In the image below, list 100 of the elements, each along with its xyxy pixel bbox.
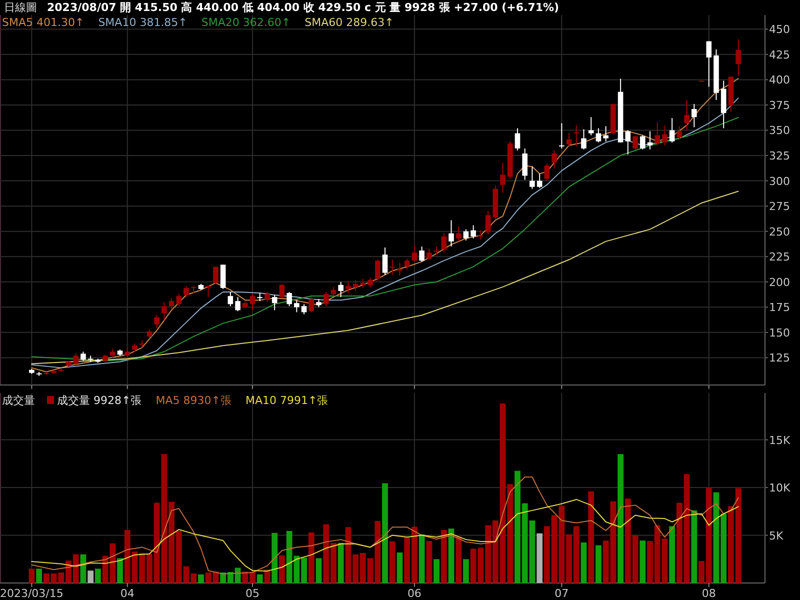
y-tick-label: 175 (769, 301, 790, 314)
candlestick (448, 220, 454, 248)
bar (28, 568, 35, 583)
candlestick (456, 226, 462, 242)
y-tick-label: 5K (769, 529, 784, 542)
candlestick (736, 38, 741, 76)
candlestick (478, 230, 484, 240)
x-tick-label: 04 (120, 587, 134, 600)
candlestick (581, 128, 586, 150)
candlestick (374, 259, 380, 282)
bar (691, 510, 698, 583)
bar (456, 536, 462, 583)
candlestick (382, 247, 388, 276)
candlestick (168, 298, 174, 310)
bar (669, 526, 676, 583)
bar (536, 533, 543, 583)
bar (316, 558, 322, 583)
bar (418, 534, 425, 583)
candlestick (301, 304, 307, 315)
bar (94, 568, 101, 583)
text: MA5 8930↑張 (156, 394, 232, 407)
bar (588, 491, 594, 583)
candlestick (566, 132, 572, 147)
candlestick (463, 228, 469, 241)
candlestick (397, 262, 402, 276)
candlestick (154, 314, 160, 329)
candlestick (330, 286, 336, 297)
candlestick (162, 302, 167, 321)
bar (389, 541, 396, 583)
candlestick (426, 248, 432, 260)
line-series (31, 190, 739, 364)
y-tick-label: 150 (769, 326, 790, 340)
candlestick (603, 126, 608, 142)
candlestick (684, 99, 690, 131)
candlestick (264, 291, 270, 303)
candlestick (706, 40, 712, 88)
y-tick-label: 200 (769, 276, 790, 289)
candlestick (213, 266, 218, 284)
y-tick-label: 450 (769, 23, 790, 36)
text: SMA60 289.63↑ (304, 16, 394, 29)
y-tick-label: 375 (769, 98, 790, 112)
candlestick (640, 134, 646, 150)
y-tick-label: 400 (769, 74, 790, 87)
chart-title: 日線圖 (4, 1, 37, 14)
text: MA10 7991↑張 (245, 394, 328, 407)
bar (198, 574, 204, 583)
candlestick (625, 130, 631, 156)
bar (117, 558, 123, 583)
candlestick (272, 294, 278, 311)
y-tick-label: 275 (769, 200, 790, 214)
bar (88, 570, 94, 583)
x-tick-label: 2023/03/15 (0, 587, 64, 600)
y-tick-label: 10K (769, 482, 791, 495)
candlestick (110, 348, 116, 358)
bar (640, 540, 646, 583)
candlestick (286, 291, 292, 307)
candlestick (654, 122, 660, 146)
candlestick (441, 232, 447, 254)
candlestick (206, 285, 211, 298)
chart-subtitle: 2023/08/07 開 415.50 高 440.00 低 404.00 收 429.50 c 元 量 9928 張 +27.00 (+6.71%) (47, 1, 560, 14)
y-tick-label: 425 (769, 48, 790, 62)
candlestick (530, 166, 535, 190)
candlestick (124, 347, 130, 358)
candlestick (323, 291, 329, 307)
candlestick (552, 150, 557, 170)
text: SMA10 381.85↑ (98, 16, 188, 29)
candlestick (544, 163, 550, 182)
candlestick (368, 277, 373, 288)
candlestick (632, 134, 638, 150)
chart-title: 成交量 (2, 394, 35, 407)
x-tick-label: 07 (554, 587, 569, 600)
bar (463, 559, 469, 583)
candlestick (412, 244, 418, 262)
candlestick (596, 128, 602, 143)
x-tick-label: 05 (246, 587, 260, 600)
candlestick (294, 300, 300, 313)
text: SMA20 362.60↑ (201, 16, 291, 29)
candlestick (669, 118, 675, 143)
bar (338, 542, 344, 583)
candlestick (235, 296, 240, 312)
candlestick (360, 278, 366, 288)
bar (36, 568, 42, 583)
candlestick (647, 130, 653, 150)
candlestick (346, 280, 351, 294)
candlestick (352, 279, 358, 292)
bar (396, 552, 403, 583)
candlestick (308, 296, 314, 313)
candlestick (588, 116, 594, 136)
candlestick (220, 264, 226, 290)
candlestick (279, 283, 285, 299)
candlestick (176, 294, 182, 307)
y-tick-label: 15K (769, 434, 791, 447)
bar (580, 542, 587, 583)
y-tick-label: 325 (769, 150, 790, 163)
bar (272, 532, 278, 583)
candlestick (500, 162, 506, 194)
candlestick (692, 103, 697, 128)
y-tick-label: 250 (769, 225, 790, 238)
y-tick-label: 125 (769, 352, 790, 365)
candlestick (250, 294, 256, 311)
